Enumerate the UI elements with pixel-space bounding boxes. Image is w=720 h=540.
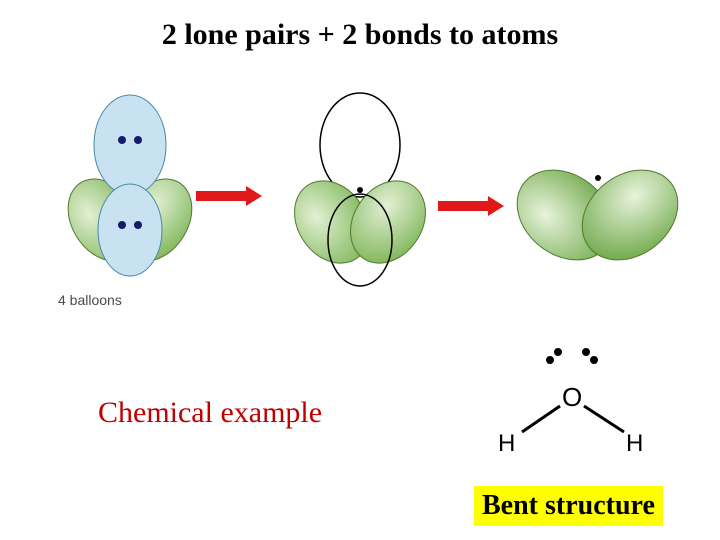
water-molecule: O H H [480,330,660,460]
arrow-1-svg [196,186,262,206]
balloon-stage-2 [280,90,440,295]
balloon-stage-1 [60,90,200,295]
balloon-stage-1-svg [60,90,200,290]
balloon-stage-2-svg [280,90,440,290]
stage-1-caption: 4 balloons [58,292,122,308]
atom-hydrogen-left: H [498,430,515,458]
atom-hydrogen-right: H [626,430,643,458]
arrow-2-svg [438,196,504,216]
chemical-example-label: Chemical example [98,396,322,430]
balloon-stage-3-svg [510,120,680,290]
page-title: 2 lone pairs + 2 bonds to atoms [0,18,720,52]
bent-structure-label: Bent structure [474,486,663,526]
arrow-2 [438,196,504,221]
atom-oxygen: O [562,382,582,413]
arrow-1 [196,186,262,211]
balloon-stage-3 [510,120,680,295]
